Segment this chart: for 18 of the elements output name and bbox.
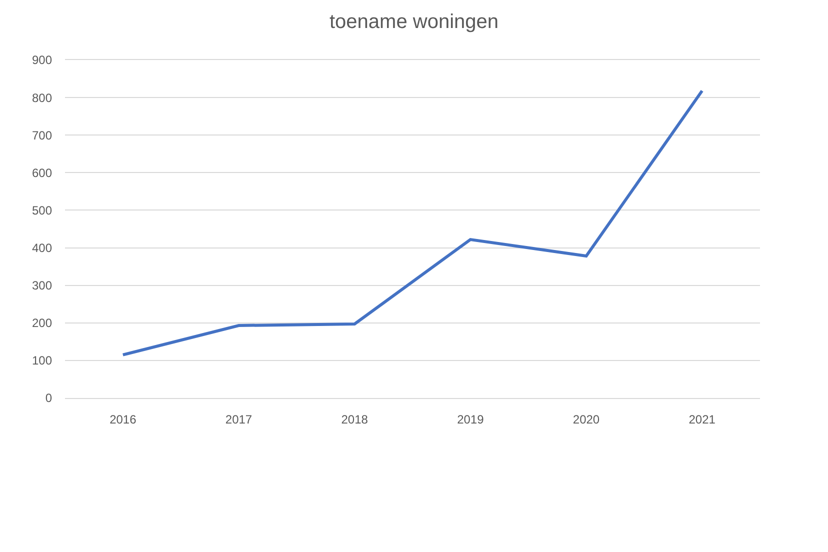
y-tick-label: 900 bbox=[32, 53, 52, 68]
x-tick-label: 2021 bbox=[688, 412, 716, 426]
y-tick-label: 0 bbox=[45, 391, 52, 406]
chart-title: toename woningen bbox=[329, 10, 499, 33]
y-tick-label: 500 bbox=[32, 203, 52, 218]
x-tick-label: 2018 bbox=[341, 412, 368, 426]
y-tick-label: 100 bbox=[32, 354, 52, 368]
y-tick-label: 300 bbox=[32, 278, 52, 293]
x-tick-label: 2016 bbox=[110, 412, 137, 426]
y-tick-label: 400 bbox=[32, 240, 52, 255]
x-tick-label: 2020 bbox=[572, 412, 600, 426]
x-tick-label: 2019 bbox=[457, 412, 484, 426]
y-tick-label: 700 bbox=[32, 128, 52, 142]
y-tick-label: 200 bbox=[32, 316, 52, 330]
y-tick-label: 800 bbox=[32, 90, 52, 105]
x-tick-label: 2017 bbox=[225, 412, 252, 426]
line-series bbox=[121, 89, 704, 356]
y-tick-label: 600 bbox=[32, 166, 52, 180]
